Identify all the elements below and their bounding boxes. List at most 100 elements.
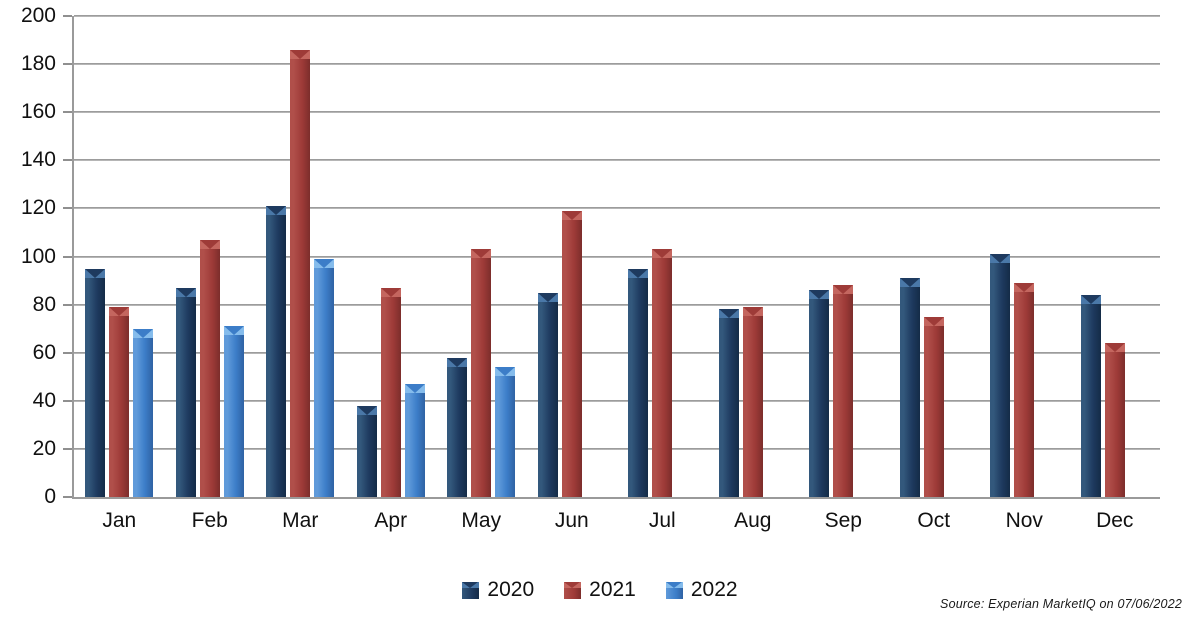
bar-notch	[471, 249, 492, 259]
x-axis-label-apr: Apr	[374, 509, 408, 532]
bar-cap	[561, 210, 582, 220]
bar-2020-sep	[809, 290, 830, 497]
legend-marker-cap	[665, 581, 683, 588]
bar-2022-mar	[314, 258, 335, 497]
y-axis-label-160: 160	[20, 100, 56, 124]
bar-cap	[1014, 282, 1035, 292]
y-tick-80	[63, 303, 72, 306]
legend: 2020 2021 2022	[0, 578, 1200, 602]
x-axis-label-feb: Feb	[191, 509, 228, 532]
bar-2021-jun	[561, 210, 582, 497]
bar-2021-feb	[199, 239, 220, 497]
bar-cap	[175, 287, 196, 297]
bar-cap	[199, 239, 220, 249]
y-tick-160	[63, 111, 72, 114]
bar-notch	[718, 309, 739, 319]
y-axis-label-20: 20	[32, 436, 56, 460]
bar-cap	[899, 278, 920, 288]
bar-notch	[447, 357, 468, 367]
bar-notch	[266, 206, 287, 215]
bar-cap	[718, 309, 739, 319]
x-axis-label-sep: Sep	[824, 509, 862, 532]
gridline-60	[74, 351, 1160, 354]
bar-cap	[990, 254, 1011, 264]
bar-cap	[133, 328, 154, 338]
x-axis-label-mar: Mar	[282, 509, 319, 532]
bar-notch	[923, 316, 944, 326]
bar-cap	[537, 292, 558, 302]
x-axis-label-jul: Jul	[648, 509, 676, 532]
bar-2020-mar	[266, 206, 287, 497]
x-axis-label-jun: Jun	[554, 509, 589, 532]
bar-notch	[85, 268, 106, 278]
bar-2021-mar	[290, 49, 311, 497]
bar-cap	[923, 316, 944, 326]
bar-notch	[404, 383, 425, 393]
x-axis-label-nov: Nov	[1005, 509, 1043, 532]
bar-cap	[471, 249, 492, 259]
bar-cap	[109, 307, 130, 317]
bar-2021-apr	[380, 287, 401, 497]
bar-cap	[1080, 294, 1101, 304]
bar-notch	[809, 290, 830, 300]
bar-notch	[561, 210, 582, 220]
bar-2022-apr	[404, 383, 425, 497]
y-axis-label-140: 140	[20, 148, 56, 172]
gridline-200	[74, 15, 1160, 17]
bar-2021-oct	[923, 316, 944, 497]
bar-notch	[356, 405, 377, 415]
legend-item-2020: 2020	[462, 578, 534, 602]
y-axis-label-60: 60	[32, 340, 56, 364]
legend-label-2021: 2021	[589, 578, 636, 601]
bar-cap	[356, 405, 377, 415]
legend-label-2020: 2020	[487, 578, 535, 601]
bar-notch	[314, 258, 335, 268]
bar-2021-jan	[109, 307, 130, 497]
bar-cap	[290, 49, 311, 59]
bar-cap	[628, 268, 649, 278]
bar-2021-nov	[1014, 282, 1035, 497]
gridline-40	[74, 399, 1160, 402]
bar-cap	[85, 268, 106, 278]
legend-marker-cap	[564, 581, 582, 588]
gridline-20	[74, 447, 1160, 450]
bar-notch	[1104, 343, 1125, 353]
legend-marker-2022	[665, 581, 683, 599]
y-tick-40	[63, 399, 72, 402]
bar-notch	[133, 328, 154, 338]
gridline-160	[74, 111, 1160, 114]
plot-area	[72, 15, 1160, 499]
bar-2020-jul	[628, 268, 649, 497]
bar-2021-sep	[833, 285, 854, 497]
x-axis-label-aug: Aug	[734, 509, 772, 532]
bar-notch	[990, 254, 1011, 264]
bar-notch	[380, 287, 401, 297]
legend-item-2021: 2021	[564, 578, 636, 602]
legend-marker-cap	[462, 581, 480, 588]
bar-2022-jan	[133, 328, 154, 497]
bar-cap	[495, 367, 516, 377]
bar-2021-jul	[652, 249, 673, 497]
x-axis-label-dec: Dec	[1096, 509, 1134, 532]
bar-2022-feb	[223, 326, 244, 497]
source-note: Source: Experian MarketIQ on 07/06/2022	[940, 597, 1182, 611]
bar-2020-jan	[85, 268, 106, 497]
y-axis-label-0: 0	[44, 485, 56, 508]
bar-cap	[314, 258, 335, 268]
bar-notch	[223, 326, 244, 336]
y-tick-0	[63, 496, 72, 498]
bar-notch	[899, 278, 920, 288]
legend-marker-notch	[665, 581, 682, 588]
legend-marker-2021	[564, 581, 582, 599]
legend-marker-notch	[462, 581, 479, 588]
bar-2020-oct	[899, 278, 920, 497]
y-tick-200	[63, 15, 72, 17]
bar-cap	[833, 285, 854, 295]
x-axis-label-may: May	[461, 509, 502, 532]
bar-notch	[290, 49, 311, 59]
gridline-180	[74, 63, 1160, 66]
legend-item-2022: 2022	[665, 578, 738, 602]
bar-2020-dec	[1080, 294, 1101, 497]
bar-cap	[1104, 343, 1125, 353]
gridline-120	[74, 207, 1160, 210]
